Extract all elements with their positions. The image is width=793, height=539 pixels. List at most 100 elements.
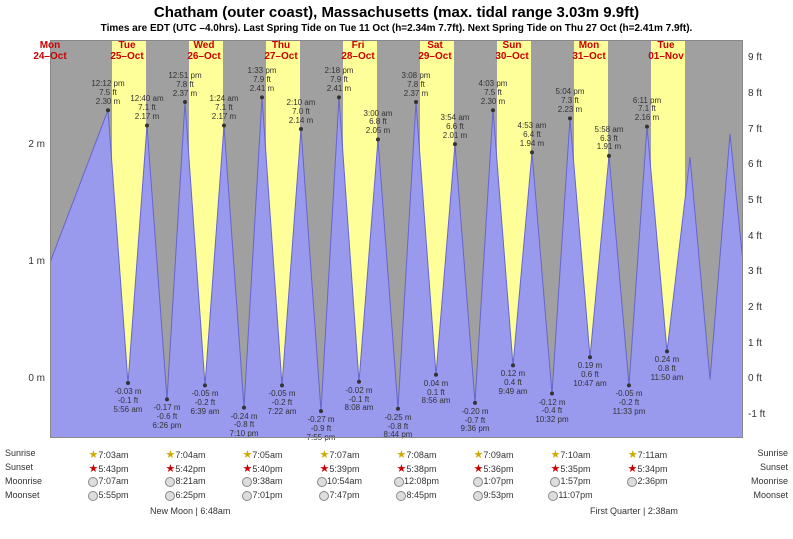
- tide-extremum-dot: [126, 381, 130, 385]
- sunrise-time: ★7:03am: [70, 448, 147, 461]
- y-axis-right-tick: 9 ft: [748, 52, 762, 63]
- sunset-time: ★5:42pm: [147, 462, 224, 475]
- sunset-time: ★5:36pm: [455, 462, 532, 475]
- tide-extremum-dot: [491, 108, 495, 112]
- y-axis-right-tick: 3 ft: [748, 266, 762, 277]
- low-tide-label: -0.25 m-0.8 ft8:44 pm: [373, 414, 423, 440]
- y-axis-left-tick: 1 m: [5, 256, 45, 267]
- tide-extremum-dot: [434, 373, 438, 377]
- sunrise-time: ★7:08am: [378, 448, 455, 461]
- date-label: Tue01–Nov: [636, 40, 696, 62]
- tide-chart: Chatham (outer coast), Massachusetts (ma…: [0, 0, 793, 539]
- date-label: Thu27–Oct: [251, 40, 311, 62]
- label-sunrise: Sunrise: [5, 448, 36, 458]
- sunset-time: ★5:40pm: [224, 462, 301, 475]
- low-tide-label: -0.05 m-0.2 ft11:33 pm: [604, 390, 654, 416]
- date-label: Sun30–Oct: [482, 40, 542, 62]
- label-sunset: Sunset: [5, 462, 33, 472]
- date-label: Mon24–Oct: [20, 40, 80, 62]
- date-label: Mon31–Oct: [559, 40, 619, 62]
- label-moonset-r: Moonset: [753, 490, 788, 500]
- moon-phase-label: First Quarter | 2:38am: [590, 506, 678, 516]
- label-sunset-r: Sunset: [760, 462, 788, 472]
- tide-extremum-dot: [145, 123, 149, 127]
- date-label: Sat29–Oct: [405, 40, 465, 62]
- moonrise-time: 7:07am: [70, 476, 147, 487]
- tide-extremum-dot: [280, 383, 284, 387]
- sunrise-time: ★7:11am: [609, 448, 686, 461]
- tide-extremum-dot: [568, 116, 572, 120]
- chart-subtitle: Times are EDT (UTC –4.0hrs). Last Spring…: [0, 21, 793, 34]
- high-tide-label: 3:54 am6.6 ft2.01 m: [430, 114, 480, 140]
- moonset-time: 5:55pm: [70, 490, 147, 501]
- tide-extremum-dot: [453, 142, 457, 146]
- sunrise-time: ★7:09am: [455, 448, 532, 461]
- high-tide-label: 4:53 am6.4 ft1.94 m: [507, 122, 557, 148]
- tide-polygon: [50, 97, 743, 438]
- low-tide-label: -0.12 m-0.4 ft10:32 pm: [527, 399, 577, 425]
- tide-extremum-dot: [337, 95, 341, 99]
- tide-extremum-dot: [242, 406, 246, 410]
- y-axis-left-tick: 2 m: [5, 139, 45, 150]
- moonset-time: 6:25pm: [147, 490, 224, 501]
- low-tide-label: -0.20 m-0.7 ft9:36 pm: [450, 408, 500, 434]
- tide-extremum-dot: [530, 150, 534, 154]
- tide-extremum-dot: [357, 380, 361, 384]
- tide-extremum-dot: [106, 108, 110, 112]
- high-tide-label: 1:24 am7.1 ft2.17 m: [199, 95, 249, 121]
- label-moonrise-r: Moonrise: [751, 476, 788, 486]
- date-label: Wed26–Oct: [174, 40, 234, 62]
- tide-extremum-dot: [627, 383, 631, 387]
- label-moonset: Moonset: [5, 490, 40, 500]
- moonrise-time: 8:21am: [147, 476, 224, 487]
- tide-extremum-dot: [473, 401, 477, 405]
- tide-extremum-dot: [299, 127, 303, 131]
- sunrise-time: ★7:10am: [532, 448, 609, 461]
- moonset-time: 8:45pm: [378, 490, 455, 501]
- sunset-time: ★5:34pm: [609, 462, 686, 475]
- tide-extremum-dot: [260, 95, 264, 99]
- sunset-time: ★5:39pm: [301, 462, 378, 475]
- plot-area: 12:12 pm7.5 ft2.30 m-0.03 m-0.1 ft5:56 a…: [50, 40, 743, 438]
- y-axis-right-tick: 0 ft: [748, 373, 762, 384]
- tide-extremum-dot: [645, 125, 649, 129]
- moonrise-time: 10:54am: [301, 476, 378, 487]
- y-axis-right-tick: 1 ft: [748, 338, 762, 349]
- high-tide-label: 4:03 pm7.5 ft2.30 m: [468, 80, 518, 106]
- tide-extremum-dot: [511, 363, 515, 367]
- tide-extremum-dot: [376, 138, 380, 142]
- tide-extremum-dot: [607, 154, 611, 158]
- low-tide-label: 0.24 m0.8 ft11:50 am: [642, 356, 692, 382]
- moonset-time: 11:07pm: [532, 490, 609, 501]
- low-tide-label: -0.02 m-0.1 ft8:08 am: [334, 387, 384, 413]
- moon-phase-label: New Moon | 6:48am: [150, 506, 230, 516]
- sunrise-time: ★7:05am: [224, 448, 301, 461]
- high-tide-label: 2:10 am7.0 ft2.14 m: [276, 99, 326, 125]
- sunrise-time: ★7:04am: [147, 448, 224, 461]
- tide-extremum-dot: [396, 407, 400, 411]
- high-tide-label: 1:33 pm7.9 ft2.41 m: [237, 67, 287, 93]
- high-tide-label: 3:08 pm7.8 ft2.37 m: [391, 72, 441, 98]
- tide-extremum-dot: [183, 100, 187, 104]
- low-tide-label: 0.19 m0.6 ft10:47 am: [565, 362, 615, 388]
- tide-extremum-dot: [665, 349, 669, 353]
- y-axis-left-tick: 0 m: [5, 373, 45, 384]
- tide-extremum-dot: [550, 392, 554, 396]
- tide-extremum-dot: [165, 397, 169, 401]
- y-axis-right-tick: 7 ft: [748, 124, 762, 135]
- tide-extremum-dot: [319, 409, 323, 413]
- moonset-time: 7:47pm: [301, 490, 378, 501]
- y-axis-right-tick: -1 ft: [748, 409, 765, 420]
- label-moonrise: Moonrise: [5, 476, 42, 486]
- high-tide-label: 3:00 am6.8 ft2.05 m: [353, 110, 403, 136]
- moonrise-time: 1:57pm: [532, 476, 609, 487]
- sunset-time: ★5:35pm: [532, 462, 609, 475]
- sunset-time: ★5:43pm: [70, 462, 147, 475]
- tide-extremum-dot: [222, 123, 226, 127]
- tide-extremum-dot: [414, 100, 418, 104]
- moonrise-time: 1:07pm: [455, 476, 532, 487]
- high-tide-label: 6:11 pm7.1 ft2.16 m: [622, 97, 672, 123]
- sunrise-time: ★7:07am: [301, 448, 378, 461]
- y-axis-right-tick: 4 ft: [748, 231, 762, 242]
- moonset-time: 9:53pm: [455, 490, 532, 501]
